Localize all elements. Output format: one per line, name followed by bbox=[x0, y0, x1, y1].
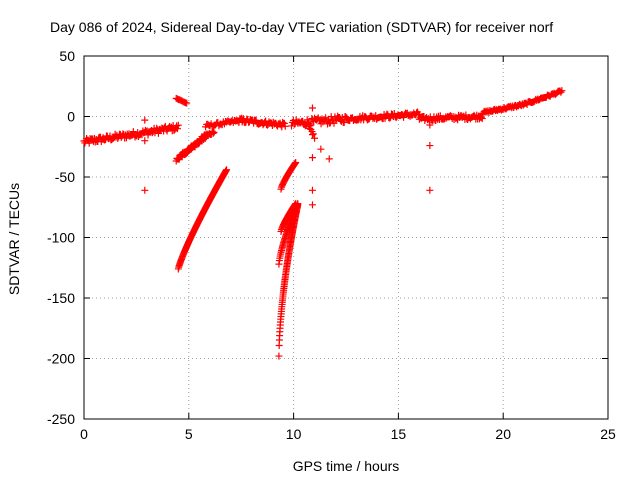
data-point bbox=[141, 137, 149, 145]
data-point bbox=[183, 149, 191, 157]
data-point bbox=[210, 128, 218, 136]
y-tick-label: -250 bbox=[47, 411, 75, 427]
data-point bbox=[85, 139, 93, 147]
data-point bbox=[386, 114, 394, 122]
data-point bbox=[557, 88, 565, 96]
data-point bbox=[101, 136, 109, 144]
data-point bbox=[558, 87, 566, 95]
x-axis-label: GPS time / hours bbox=[293, 458, 400, 474]
axis-ticks: 0 5 10 15 20 25 -250 -200 -150 -100 -50 0 50 bbox=[47, 48, 616, 442]
data-point bbox=[182, 149, 190, 157]
data-point bbox=[279, 118, 287, 126]
data-point bbox=[426, 121, 434, 129]
data-point bbox=[209, 129, 217, 137]
data-point bbox=[308, 154, 316, 162]
y-tick-label: -100 bbox=[47, 230, 75, 246]
data-point bbox=[317, 145, 325, 153]
data-point bbox=[309, 130, 317, 138]
y-tick-label: 0 bbox=[67, 109, 75, 125]
data-point bbox=[173, 125, 181, 133]
grid-lines bbox=[84, 56, 608, 419]
data-point bbox=[292, 200, 300, 208]
x-tick-label: 10 bbox=[286, 426, 302, 442]
data-point bbox=[308, 186, 316, 194]
plot-frame bbox=[83, 55, 609, 420]
x-tick-label: 0 bbox=[80, 426, 88, 442]
y-axis-label: SDTVAR / TECUs bbox=[6, 183, 22, 295]
data-points bbox=[80, 87, 566, 360]
data-point bbox=[166, 123, 174, 131]
x-tick-label: 5 bbox=[185, 426, 193, 442]
data-point bbox=[426, 142, 434, 150]
data-point bbox=[308, 131, 316, 139]
data-point bbox=[183, 99, 191, 107]
data-point bbox=[477, 113, 485, 121]
y-tick-label: -50 bbox=[55, 169, 75, 185]
data-point bbox=[174, 121, 182, 129]
y-tick-label: -150 bbox=[47, 290, 75, 306]
x-tick-label: 25 bbox=[600, 426, 616, 442]
chart-title: Day 086 of 2024, Sidereal Day-to-day VTE… bbox=[50, 19, 553, 35]
data-point bbox=[141, 116, 149, 124]
data-point bbox=[223, 166, 231, 174]
data-point bbox=[141, 186, 149, 194]
data-point bbox=[275, 352, 283, 360]
data-point bbox=[292, 158, 300, 166]
data-point bbox=[129, 128, 137, 136]
x-tick-label: 15 bbox=[391, 426, 407, 442]
data-point bbox=[141, 126, 149, 134]
y-tick-label: -200 bbox=[47, 351, 75, 367]
data-point bbox=[182, 150, 190, 158]
data-point bbox=[308, 201, 316, 209]
data-point bbox=[311, 134, 319, 142]
x-tick-label: 20 bbox=[495, 426, 511, 442]
data-point bbox=[281, 122, 289, 130]
data-point bbox=[426, 186, 434, 194]
data-point bbox=[114, 134, 122, 142]
y-tick-label: 50 bbox=[59, 48, 75, 64]
data-point bbox=[325, 155, 333, 163]
data-point bbox=[308, 104, 316, 112]
